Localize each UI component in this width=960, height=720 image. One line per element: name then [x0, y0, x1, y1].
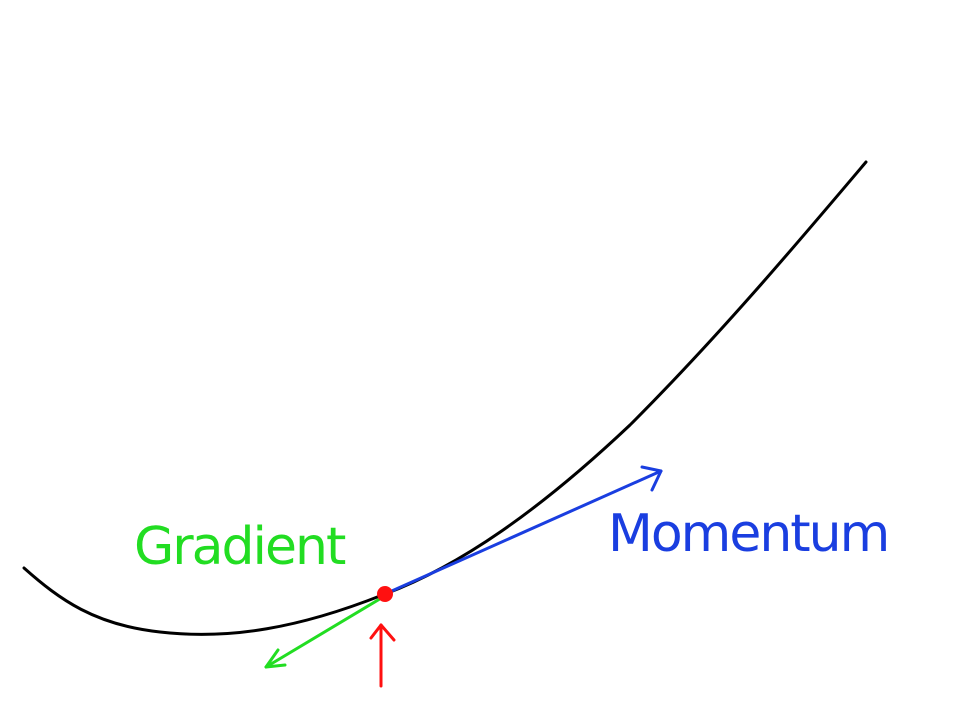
momentum-label: Momentum	[608, 504, 890, 564]
current-point-marker-arrow	[369, 623, 396, 688]
gradient-arrow	[264, 595, 385, 669]
gradient-arrow-shaft	[264, 595, 385, 669]
momentum-arrow	[383, 465, 663, 596]
gradient-arrow-head	[264, 648, 287, 669]
momentum-arrow-head	[640, 465, 663, 492]
momentum-arrow-shaft	[383, 469, 663, 596]
current-point	[377, 586, 393, 602]
marker-arrow-head	[369, 623, 396, 642]
gradient-label: Gradient	[134, 517, 346, 577]
